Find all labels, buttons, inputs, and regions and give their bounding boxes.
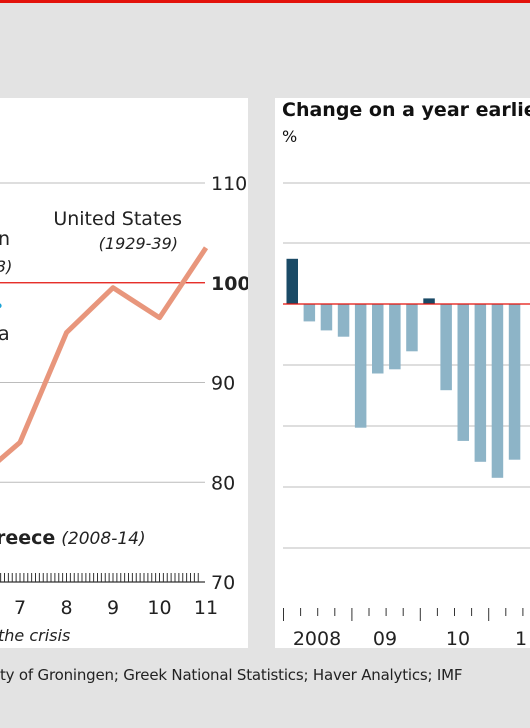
x-tick-label: 8 (60, 597, 72, 619)
chart-title: Change on a year earlier (282, 99, 530, 121)
x-tick-label: 10 (147, 597, 171, 619)
x-tick-label: 9 (107, 597, 119, 619)
y-tick-label: 90 (211, 373, 235, 395)
us-series-line (0, 246, 209, 463)
y-tick-label: 110 (211, 173, 247, 195)
left-line-chart: 70 80 90 100 110 7 8 9 10 11 United States (1929… (0, 173, 251, 645)
bar (423, 298, 435, 304)
us-series-period: (1929-39) (99, 234, 178, 253)
x-tick-label: 11 (194, 597, 218, 619)
y-tick-label: 80 (211, 472, 235, 494)
bar (406, 304, 418, 352)
bar (372, 304, 384, 374)
bar (474, 304, 487, 462)
right-chart-panel: Change on a year earlier % 2008 09 10 1 (275, 98, 530, 650)
bar (440, 304, 452, 391)
right-bar-chart: Change on a year earlier % 2008 09 10 1 (282, 99, 530, 650)
x-tick-label: 09 (373, 628, 397, 648)
x-tick-label: 10 (446, 628, 470, 648)
bar (508, 304, 521, 460)
bar (491, 304, 504, 478)
bar (389, 304, 401, 370)
y-tick-label: 70 (211, 572, 235, 594)
bar (457, 304, 469, 441)
x-tick-label: 7 (14, 597, 26, 619)
x-tick-label: 1 (515, 628, 527, 648)
unit-label: % (282, 127, 297, 146)
bar (320, 304, 333, 331)
bar (286, 258, 298, 304)
us-series-label: United States (53, 208, 182, 230)
source-note: ty of Groningen; Greek National Statisti… (0, 666, 463, 684)
series-label-fragment-a: a (0, 323, 10, 345)
greece-series-label: reece (2008-14) (0, 527, 146, 549)
bar (337, 304, 350, 337)
bar (354, 304, 367, 428)
x-axis-label: the crisis (0, 626, 70, 645)
britain-series-label-fragment: n (0, 228, 10, 250)
y-tick-label: 100 (211, 273, 248, 295)
top-red-rule (0, 0, 530, 3)
left-chart-panel: 70 80 90 100 110 7 8 9 10 11 United States (1929… (0, 98, 251, 648)
x-tick-label: 2008 (293, 628, 341, 648)
britain-series-period-fragment: 3) (0, 257, 12, 276)
bar (303, 304, 316, 322)
